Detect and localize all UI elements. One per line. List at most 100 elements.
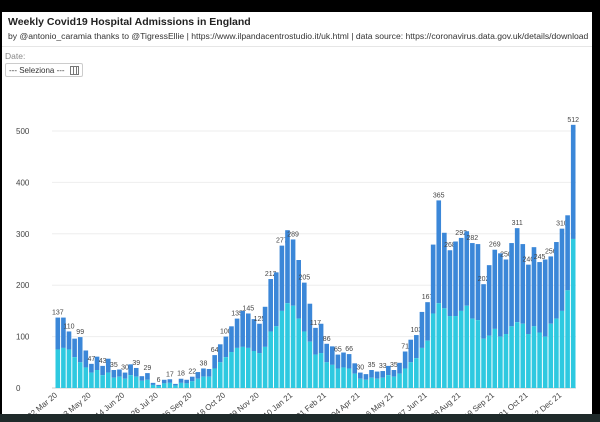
bar-lower bbox=[77, 362, 83, 388]
bar-lower bbox=[61, 347, 66, 388]
bar-lower bbox=[117, 376, 122, 388]
bar-lower bbox=[498, 336, 503, 388]
bar-lower bbox=[184, 383, 189, 388]
bar-lower bbox=[486, 335, 492, 388]
bar-lower bbox=[447, 316, 453, 388]
bar-upper bbox=[285, 230, 290, 304]
x-tick-label: 08 Aug 21 bbox=[429, 390, 463, 414]
bar-upper bbox=[509, 243, 514, 327]
bar-upper bbox=[167, 379, 173, 383]
data-label: 277 bbox=[276, 238, 288, 245]
bar-lower bbox=[358, 378, 363, 388]
x-tick-label: 10 Jan 21 bbox=[262, 390, 295, 414]
bar-lower bbox=[514, 322, 520, 388]
data-label: 100 bbox=[220, 329, 232, 336]
data-label: 512 bbox=[567, 117, 579, 124]
data-label: 125 bbox=[254, 316, 266, 323]
data-label: 240 bbox=[523, 257, 535, 264]
data-label: 250 bbox=[500, 252, 512, 259]
bar-upper bbox=[520, 244, 526, 324]
bar-upper bbox=[318, 323, 324, 354]
x-tick-label: 26 Jul 20 bbox=[129, 390, 160, 414]
x-tick-label: 18 Oct 20 bbox=[195, 390, 228, 414]
bar-upper bbox=[548, 256, 554, 324]
bar-upper bbox=[458, 237, 464, 311]
bar-lower bbox=[554, 318, 559, 388]
bar-upper bbox=[122, 372, 128, 379]
bar-upper bbox=[189, 376, 195, 382]
bar-upper bbox=[83, 350, 89, 368]
bar-upper bbox=[173, 383, 178, 386]
bar-lower bbox=[290, 305, 296, 388]
bar-lower bbox=[453, 316, 458, 388]
data-label: 245 bbox=[534, 254, 546, 261]
bar-upper bbox=[453, 241, 458, 317]
bar-lower bbox=[346, 368, 352, 388]
data-label: 289 bbox=[287, 231, 299, 238]
bar-lower bbox=[161, 383, 167, 388]
data-label: 269 bbox=[489, 242, 501, 249]
bar-lower bbox=[475, 320, 481, 388]
bar-upper bbox=[386, 365, 391, 376]
data-label: 212 bbox=[265, 271, 277, 278]
data-label: 282 bbox=[467, 235, 479, 242]
bar-upper bbox=[486, 265, 492, 336]
bar-upper bbox=[111, 370, 117, 378]
bar-lower bbox=[548, 323, 554, 388]
bar-lower bbox=[173, 385, 178, 388]
bar-lower bbox=[122, 378, 128, 388]
bar-lower bbox=[145, 379, 150, 388]
bar-lower bbox=[251, 350, 257, 388]
bar-upper bbox=[475, 244, 481, 321]
bar-upper bbox=[66, 331, 72, 350]
bar-lower bbox=[262, 346, 268, 388]
bar-upper bbox=[514, 228, 520, 323]
bar-upper bbox=[442, 232, 447, 309]
bar-upper bbox=[542, 259, 548, 337]
bar-upper bbox=[161, 379, 167, 384]
calendar-icon[interactable] bbox=[70, 66, 79, 75]
bar-upper bbox=[391, 370, 397, 377]
bar-lower bbox=[245, 347, 251, 388]
data-label: 43 bbox=[99, 358, 107, 365]
bar-upper bbox=[470, 243, 475, 319]
chart-title: Weekly Covid19 Hospital Admissions in En… bbox=[8, 16, 251, 28]
bar-lower bbox=[229, 352, 234, 388]
bar-lower bbox=[481, 338, 486, 388]
date-select-value: --- Seleziona --- bbox=[9, 66, 65, 75]
data-label: 103 bbox=[410, 327, 422, 334]
data-label: 29 bbox=[144, 365, 152, 372]
bar-lower bbox=[128, 375, 133, 388]
bar-upper bbox=[565, 215, 570, 291]
bar-lower bbox=[330, 364, 335, 388]
bar-lower bbox=[223, 357, 229, 388]
data-label: 99 bbox=[76, 329, 84, 336]
x-tick-label: 19 Sep 21 bbox=[462, 390, 496, 414]
data-label: 135 bbox=[231, 311, 243, 318]
x-tick-label: 03 May 20 bbox=[58, 390, 93, 414]
bar-lower bbox=[156, 385, 161, 388]
bar-upper bbox=[397, 362, 402, 374]
bar-lower bbox=[374, 378, 380, 388]
bar-lower bbox=[178, 382, 184, 388]
bar-upper bbox=[447, 250, 453, 317]
bar-lower bbox=[397, 373, 402, 388]
bar-lower bbox=[89, 372, 94, 388]
bar-upper bbox=[307, 303, 313, 342]
bar-upper bbox=[554, 242, 559, 319]
x-tick-label: 22 Mar 20 bbox=[26, 390, 60, 414]
data-label: 311 bbox=[512, 220, 523, 227]
bar-upper bbox=[195, 372, 201, 379]
bar-lower bbox=[430, 313, 436, 388]
data-label: 38 bbox=[200, 360, 208, 367]
bar-lower bbox=[369, 377, 374, 388]
bar-lower bbox=[150, 384, 156, 388]
bar-lower bbox=[509, 326, 514, 388]
bar-lower bbox=[313, 354, 318, 388]
data-label: 18 bbox=[177, 371, 185, 378]
bar-lower bbox=[307, 341, 313, 388]
bar-lower bbox=[324, 362, 330, 388]
bar-lower bbox=[268, 331, 273, 388]
date-select[interactable]: --- Seleziona --- bbox=[5, 63, 83, 77]
